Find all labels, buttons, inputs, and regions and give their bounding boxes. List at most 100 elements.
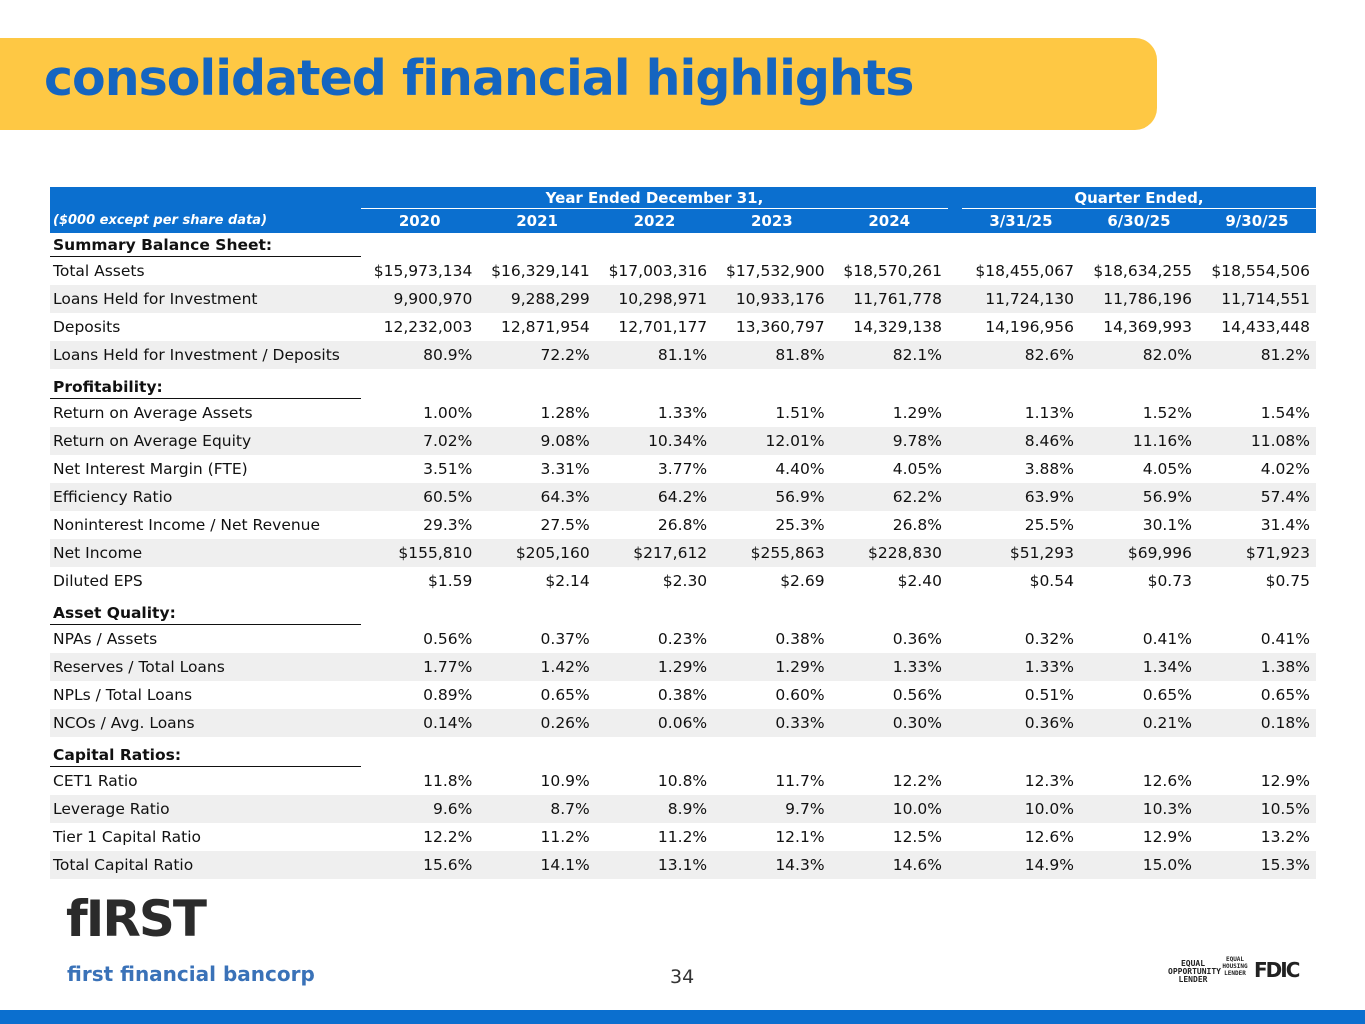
company-name: first financial bancorp (67, 962, 315, 986)
value-cell: 0.65% (540, 686, 590, 704)
row-label: Return on Average Equity (50, 427, 361, 455)
value-cell: 8.7% (478, 795, 596, 823)
value-cell: 9,900,970 (361, 285, 479, 313)
value-cell: 12.01% (713, 427, 831, 455)
value-cell: $1.59 (428, 572, 473, 590)
value-cell: 9.7% (713, 795, 831, 823)
value-cell: 14,329,138 (853, 318, 942, 336)
value-cell: $255,863 (713, 539, 831, 567)
value-cell: 1.13% (1024, 404, 1074, 422)
value-cell: 13,360,797 (735, 318, 825, 336)
value-cell: 64.3% (478, 483, 596, 511)
value-cell: 15.3% (1197, 851, 1316, 879)
group-header: Year Ended December 31, (361, 187, 948, 209)
value-cell: 0.41% (1142, 630, 1192, 648)
value-cell: $71,923 (1197, 539, 1316, 567)
value-cell: 0.51% (1024, 686, 1074, 704)
value-cell: 4.05% (1142, 460, 1192, 478)
row-label: Net Income (50, 539, 361, 567)
value-cell: 9,288,299 (478, 285, 596, 313)
value-cell: $205,160 (478, 539, 596, 567)
section-title: Asset Quality: (50, 595, 361, 625)
value-cell: 11.2% (540, 828, 590, 846)
row-label: Net Interest Margin (FTE) (53, 460, 248, 478)
value-cell: 0.56% (423, 630, 473, 648)
value-cell: 0.18% (1197, 709, 1316, 737)
value-cell: 25.5% (1024, 516, 1074, 534)
value-cell: 10.0% (961, 795, 1080, 823)
value-cell: 30.1% (1142, 516, 1192, 534)
value-cell: 1.29% (595, 653, 714, 681)
value-cell: 14,369,993 (1103, 318, 1192, 336)
value-cell: 1.34% (1079, 653, 1198, 681)
gap-cell (947, 539, 962, 567)
spacer (361, 595, 1316, 625)
value-cell: 12.9% (1142, 828, 1192, 846)
value-cell: $16,329,141 (491, 262, 590, 280)
gap-cell (947, 851, 962, 879)
value-cell: $69,996 (1079, 539, 1198, 567)
section-title: Capital Ratios: (50, 737, 361, 767)
value-cell: 12,701,177 (618, 318, 708, 336)
gap-cell (947, 341, 962, 369)
value-cell: $18,455,067 (975, 262, 1074, 280)
header-bar (0, 38, 1157, 130)
value-cell: 81.8% (713, 341, 831, 369)
value-cell: $2.69 (780, 572, 825, 590)
value-cell: 12,871,954 (501, 318, 590, 336)
gap-cell (948, 455, 962, 483)
value-cell: 11.08% (1197, 427, 1316, 455)
value-cell: 7.02% (361, 427, 479, 455)
value-cell: 0.33% (713, 709, 831, 737)
value-cell: 0.30% (830, 709, 948, 737)
value-cell: $18,554,506 (1211, 262, 1310, 280)
header-cell (50, 187, 361, 209)
header-cell (947, 209, 962, 233)
table: Year Ended December 31, Quarter Ended, ($0… (50, 187, 1316, 879)
value-cell: 1.38% (1197, 653, 1316, 681)
value-cell: 0.56% (892, 686, 942, 704)
value-cell: 0.36% (961, 709, 1080, 737)
spacer (361, 233, 1316, 257)
group-header: Quarter Ended, (961, 187, 1316, 209)
value-cell: 0.26% (478, 709, 596, 737)
row-label: NCOs / Avg. Loans (50, 709, 361, 737)
value-cell: 0.06% (595, 709, 714, 737)
value-cell: 1.33% (657, 404, 708, 422)
badge: EQUAL HOUSING LENDER (1222, 956, 1248, 977)
gap-cell (948, 767, 962, 795)
value-cell: 0.65% (1142, 686, 1192, 704)
value-cell: 1.28% (540, 404, 590, 422)
value-cell: 12.3% (1024, 772, 1074, 790)
value-cell: 1.33% (830, 653, 948, 681)
row-label: Loans Held for Investment / Deposits (50, 341, 361, 369)
value-cell: 3.88% (1024, 460, 1074, 478)
gap-cell (948, 625, 962, 653)
value-cell: 11.16% (1079, 427, 1198, 455)
value-cell: 8.46% (961, 427, 1080, 455)
gap-cell (947, 709, 962, 737)
value-cell: 12.2% (423, 828, 473, 846)
value-cell: 12.1% (775, 828, 825, 846)
column-header: 2021 (478, 209, 596, 233)
row-label: Diluted EPS (53, 572, 143, 590)
row-label: CET1 Ratio (53, 772, 138, 790)
column-header: 9/30/25 (1197, 209, 1316, 233)
value-cell: 27.5% (540, 516, 590, 534)
value-cell: 3.31% (540, 460, 590, 478)
value-cell: 10.34% (595, 427, 714, 455)
value-cell: 9.78% (830, 427, 948, 455)
value-cell: $228,830 (830, 539, 948, 567)
value-cell: 4.40% (775, 460, 825, 478)
gap-cell (947, 795, 962, 823)
bottom-bar (0, 1010, 1365, 1024)
value-cell: 0.38% (657, 686, 708, 704)
value-cell: 11,724,130 (961, 285, 1080, 313)
row-label: NPLs / Total Loans (53, 686, 193, 704)
section-title: Summary Balance Sheet: (50, 233, 361, 257)
value-cell: 0.32% (1024, 630, 1074, 648)
value-cell: 56.9% (713, 483, 831, 511)
value-cell: $0.75 (1265, 572, 1310, 590)
value-cell: 9.08% (478, 427, 596, 455)
value-cell: $0.73 (1147, 572, 1192, 590)
